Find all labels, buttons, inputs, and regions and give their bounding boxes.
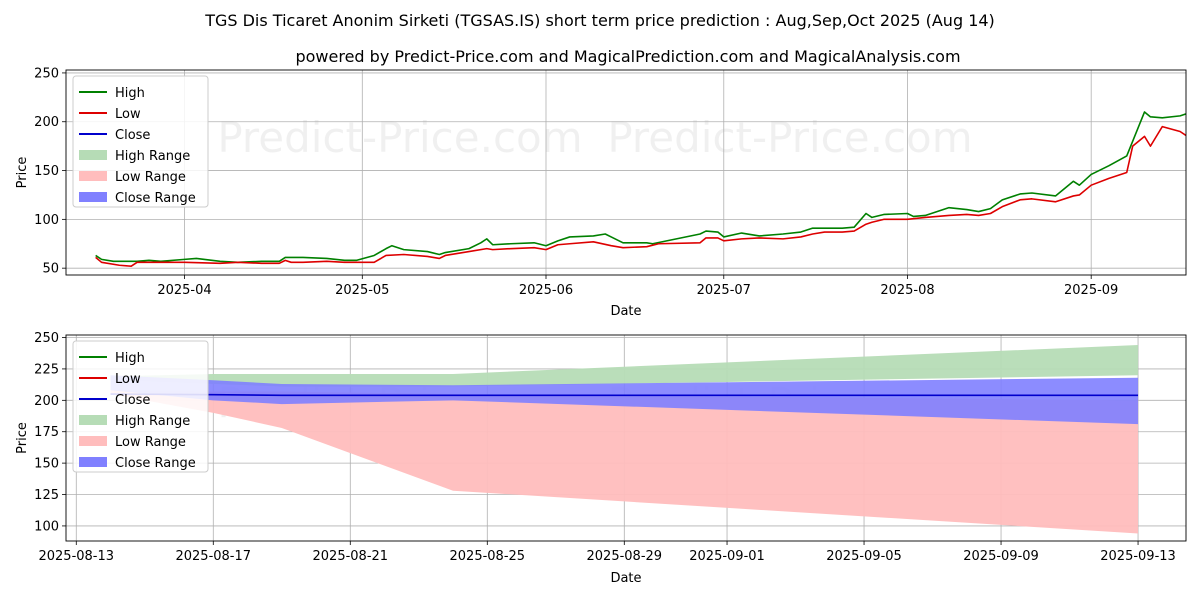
legend-label: Close [115,128,150,143]
plot-frame [65,69,1187,276]
plot-area [95,111,1186,268]
legend-label: Close [115,393,150,408]
x-tick-label: 2025-06 [519,283,573,298]
x-tick-label: 2025-04 [157,283,211,298]
x-tick-label: 2025-08 [880,283,934,298]
plot-area [110,345,1139,534]
y-tick-label: 125 [34,488,59,503]
y-tick-label: 200 [34,115,59,130]
legend-label: Low [115,372,141,387]
y-tick-label: 225 [34,362,59,377]
chart-title: TGS Dis Ticaret Anonim Sirketi (TGSAS.IS… [204,11,995,30]
y-tick-label: 150 [34,164,59,179]
legend-label: Close Range [115,191,196,206]
y-axis-label: Price [15,157,30,189]
high-range-area [110,345,1139,387]
y-tick-label: 100 [34,213,59,228]
legend-label: Close Range [115,456,196,471]
legend-patch-swatch [79,171,107,181]
x-tick-label: 2025-07 [697,283,751,298]
y-tick-label: 200 [34,394,59,409]
watermark-text: Predict-Price.com [607,540,972,589]
y-tick-label: 50 [42,262,59,277]
x-axis-label: Date [610,304,641,319]
x-tick-label: 2025-08-25 [450,549,526,564]
legend-label: High Range [115,414,190,429]
history-panel: Predict-Price.com Predict-Price.com Predic… [15,66,1187,323]
x-tick-label: 2025-08-21 [313,549,389,564]
legend-patch-swatch [79,436,107,446]
x-tick-label: 2025-08-29 [587,549,663,564]
legend-label: High [115,86,145,101]
y-tick-label: 250 [34,66,59,81]
legend-label: High Range [115,149,190,164]
x-tick-label: 2025-05 [335,283,389,298]
close-range-area [110,375,1139,425]
legend-patch-swatch [79,457,107,467]
low-range-area [110,390,1139,534]
legend-label: Low Range [115,170,186,185]
legend-label: Low Range [115,435,186,450]
x-tick-label: 2025-09-13 [1100,549,1176,564]
legend-label: Low [115,107,141,122]
y-tick-label: 100 [34,519,59,534]
x-axis-label: Date [610,571,641,586]
watermark-text: Predict-Price.com [607,113,972,162]
legend-patch-swatch [79,150,107,160]
y-tick-label: 250 [34,331,59,346]
forecast-panel: Predict-Price.comPredict-Price.comPredic… [15,331,1187,589]
y-tick-label: 175 [34,425,59,440]
y-axis-label: Price [15,422,30,454]
x-tick-label: 2025-08-17 [175,549,251,564]
grid [66,70,1186,275]
legend: High Low Close High Range Low Range Close Ran… [72,75,209,208]
watermark-text: Predict-Price.com [217,540,582,589]
watermark-text: Predict-Price.com [217,113,582,162]
legend-patch-swatch [79,192,107,202]
watermark-text: Predict-Price.com [607,274,972,323]
watermark-text: Predict-Price.com [217,274,582,323]
chart-subtitle: powered by Predict-Price.com and Magical… [295,47,960,66]
x-tick-label: 2025-09-05 [826,549,902,564]
x-tick-label: 2025-09 [1064,283,1118,298]
x-tick-label: 2025-09-01 [689,549,765,564]
low-series-line [95,125,1186,268]
x-tick-label: 2025-09-09 [963,549,1039,564]
watermark-group: Predict-Price.com Predict-Price.com Predic… [217,113,972,323]
legend-label: High [115,351,145,366]
legend-patch-swatch [79,415,107,425]
high-series-line [95,111,1186,264]
legend: High Low Close High Range Low Range Close Ran… [72,340,209,473]
x-tick-label: 2025-08-13 [38,549,114,564]
y-tick-label: 150 [34,457,59,472]
plot-frame [65,334,1187,542]
